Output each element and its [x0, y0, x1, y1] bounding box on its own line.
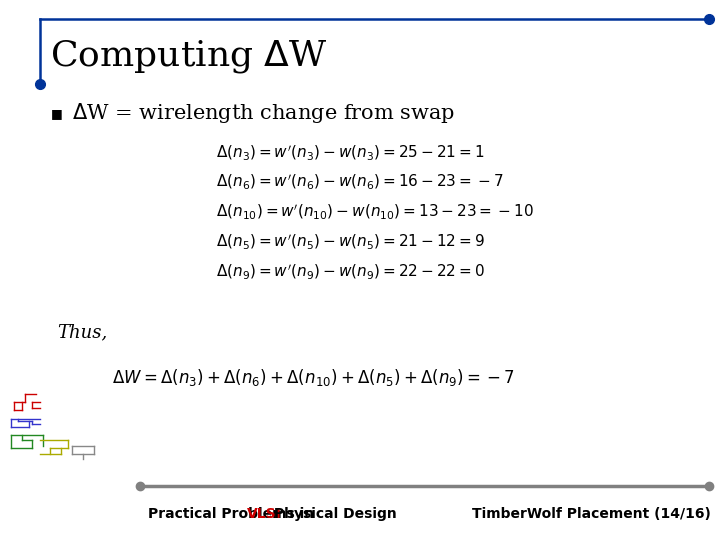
- Text: Computing $\Delta$W: Computing $\Delta$W: [50, 38, 328, 75]
- Text: $\Delta(n_9) = w'(n_9) - w(n_9) = 22 - 22 = 0$: $\Delta(n_9) = w'(n_9) - w(n_9) = 22 - 2…: [216, 261, 485, 281]
- Text: $\Delta(n_6) = w'(n_6) - w(n_6) = 16 - 23 = -7$: $\Delta(n_6) = w'(n_6) - w(n_6) = 16 - 2…: [216, 172, 503, 192]
- Text: $\Delta(n_3) = w'(n_3) - w(n_3) = 25 - 21 = 1$: $\Delta(n_3) = w'(n_3) - w(n_3) = 25 - 2…: [216, 143, 485, 162]
- Text: Thus,: Thus,: [58, 323, 108, 341]
- Text: Physical Design: Physical Design: [269, 507, 396, 521]
- Text: ■: ■: [50, 107, 62, 120]
- Text: $\Delta$W = wirelength change from swap: $\Delta$W = wirelength change from swap: [72, 102, 455, 125]
- Text: $\Delta(n_{10}) = w'(n_{10}) - w(n_{10}) = 13 - 23 = -10$: $\Delta(n_{10}) = w'(n_{10}) - w(n_{10})…: [216, 202, 534, 221]
- Text: Practical Problems in: Practical Problems in: [148, 507, 319, 521]
- Text: $\Delta W = \Delta(n_3) + \Delta(n_6) + \Delta(n_{10}) + \Delta(n_5) + \Delta(n_: $\Delta W = \Delta(n_3) + \Delta(n_6) + …: [112, 368, 515, 388]
- Text: $\Delta(n_5) = w'(n_5) - w(n_5) = 21 - 12 = 9$: $\Delta(n_5) = w'(n_5) - w(n_5) = 21 - 1…: [216, 232, 485, 251]
- Text: VLSI: VLSI: [247, 507, 282, 521]
- Text: TimberWolf Placement (14/16): TimberWolf Placement (14/16): [472, 507, 711, 521]
